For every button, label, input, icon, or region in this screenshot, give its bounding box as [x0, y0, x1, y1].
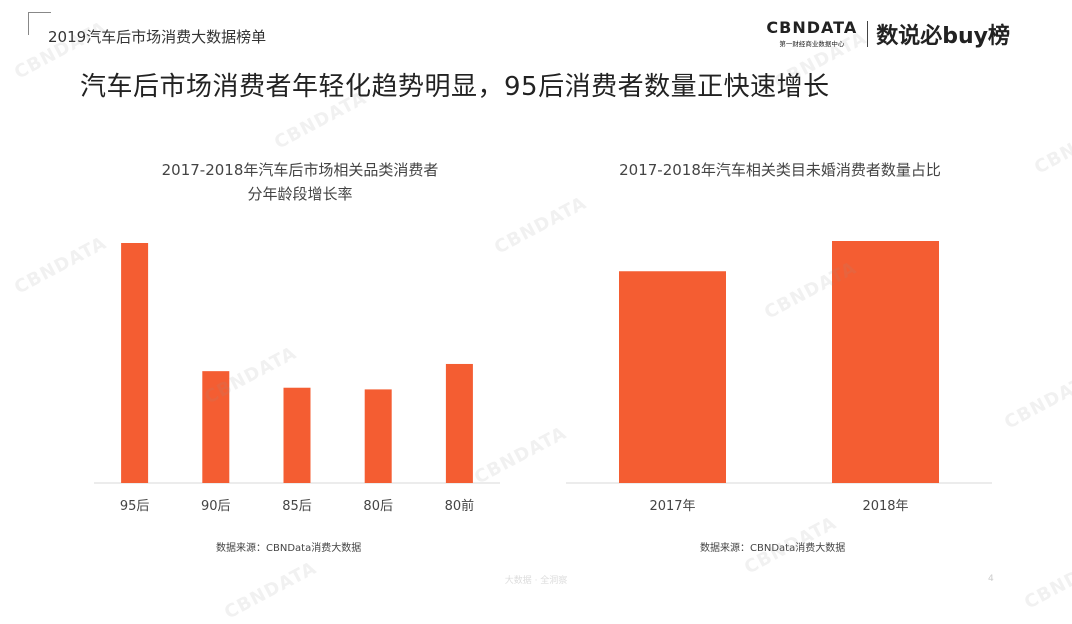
cbndata-logo-subtitle: 第一财经商业数据中心 — [779, 40, 845, 48]
cbndata-logo: CBNDATA 第一财经商业数据中心 — [766, 18, 858, 49]
chart1-bar — [202, 371, 230, 483]
chart1-source: 数据来源：CBNData消费大数据 — [216, 543, 362, 554]
buy-list-logo: 数说必buy榜 — [876, 24, 1010, 49]
corner-bracket — [28, 12, 51, 35]
chart1-bar — [283, 387, 311, 483]
cbndata-logo-text: CBNDATA — [766, 18, 858, 37]
brand-logo: CBNDATA 第一财经商业数据中心 数说必buy榜 — [766, 18, 1010, 50]
chart1-tick-label: 95后 — [120, 499, 150, 514]
brand-divider — [867, 21, 869, 47]
chart1-bar — [364, 389, 392, 483]
chart2-title: 2017-2018年汽车相关类目未婚消费者数量占比 — [619, 161, 941, 179]
chart1-tick-label: 80前 — [445, 498, 475, 514]
page-number: 4 — [988, 574, 994, 584]
charts-canvas: 95后 90后 85后 80后 80前 2017年 2018年 — [94, 241, 992, 514]
page-headline: 汽车后市场消费者年轻化趋势明显，95后消费者数量正快速增长 — [80, 72, 830, 102]
chart2-bar — [619, 271, 726, 483]
chart1-bar — [445, 363, 473, 483]
chart1-tick-label: 90后 — [201, 499, 231, 514]
chart1-tick-label: 80后 — [363, 499, 393, 514]
chart2-bar — [832, 241, 939, 483]
chart2-source: 数据来源：CBNData消费大数据 — [700, 543, 846, 554]
footer-text: 大数据 · 全洞察 — [504, 576, 568, 586]
chart2-tick-label: 2017年 — [649, 499, 695, 514]
chart1-title: 2017-2018年汽车后市场相关品类消费者 分年龄段增长率 — [161, 161, 439, 203]
chart1-tick-label: 85后 — [282, 499, 312, 514]
chart1-bar — [121, 243, 149, 483]
chart2-tick-label: 2018年 — [862, 499, 908, 514]
report-title: 2019汽车后市场消费大数据榜单 — [48, 28, 267, 46]
